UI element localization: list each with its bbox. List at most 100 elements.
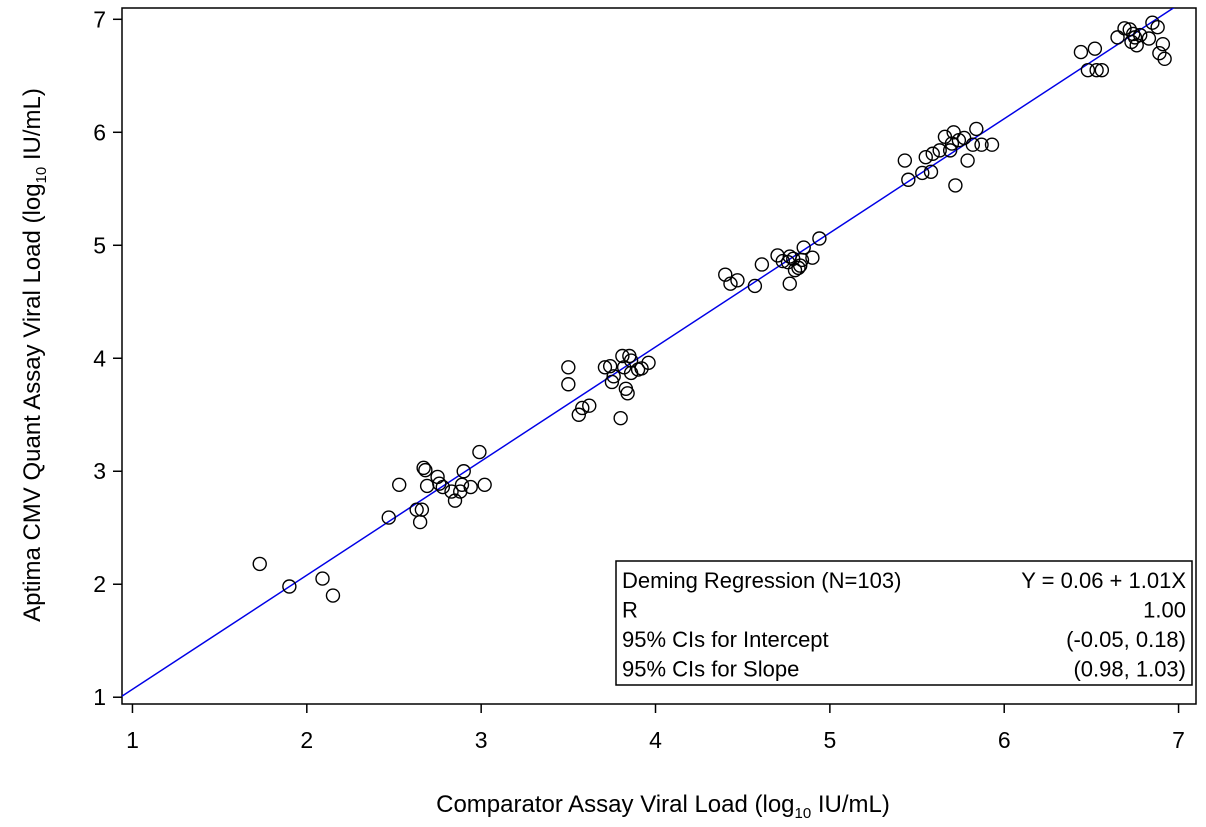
- data-point: [1073, 44, 1089, 60]
- y-tick-label: 5: [93, 232, 106, 258]
- data-point: [782, 276, 797, 291]
- data-point: [923, 164, 939, 180]
- x-tick-label: 7: [1172, 727, 1185, 753]
- data-point: [315, 571, 330, 586]
- stats-box-frame: [615, 560, 1193, 686]
- data-point: [620, 386, 635, 401]
- stats-row-value: 1.00: [1143, 598, 1186, 623]
- data-point: [381, 510, 396, 525]
- data-point: [571, 407, 586, 422]
- data-point: [414, 502, 430, 517]
- y-tick-label: 7: [93, 6, 106, 32]
- data-point: [575, 400, 590, 416]
- y-axis: 1 2 3 4 5 6 7: [93, 6, 122, 710]
- data-point: [960, 153, 975, 168]
- data-point: [965, 137, 981, 152]
- x-tick-label: 6: [998, 727, 1011, 753]
- data-point: [582, 398, 597, 413]
- y-axis-label: Aptima CMV Quant Assay Viral Load (log10…: [19, 88, 50, 622]
- data-point: [718, 267, 733, 282]
- data-point: [901, 172, 916, 187]
- data-point: [974, 137, 989, 152]
- x-tick-label: 3: [475, 727, 488, 753]
- stats-row-value: (-0.05, 0.18): [1066, 627, 1186, 652]
- data-point: [252, 556, 267, 572]
- data-point: [1141, 31, 1157, 46]
- data-point: [613, 410, 628, 426]
- data-points: [252, 15, 1172, 603]
- stats-box: Deming Regression (N=103) Y = 0.06 + 1.01…: [615, 560, 1193, 686]
- data-point: [932, 143, 947, 158]
- data-point: [615, 348, 630, 364]
- data-point: [1094, 62, 1110, 78]
- plot-frame: [121, 7, 1197, 705]
- stats-row-value: (0.98, 1.03): [1073, 657, 1186, 682]
- data-point: [1080, 62, 1096, 78]
- data-point: [463, 479, 478, 495]
- stats-row-label: Deming Regression (N=103): [622, 568, 901, 593]
- data-point: [925, 146, 940, 161]
- data-point: [948, 178, 963, 193]
- x-tick-label: 4: [649, 727, 662, 753]
- data-point: [447, 493, 463, 508]
- stats-row-value: Y = 0.06 + 1.01X: [1021, 568, 1186, 593]
- data-point: [915, 165, 930, 181]
- data-point: [1110, 30, 1125, 45]
- data-point: [984, 137, 1000, 152]
- data-point: [1145, 15, 1160, 30]
- regression-line: [122, 8, 1175, 697]
- data-point: [477, 477, 492, 493]
- data-point: [418, 462, 433, 478]
- data-point: [791, 260, 806, 276]
- y-tick-label: 6: [93, 119, 106, 145]
- stats-row-label: R: [622, 598, 638, 623]
- stats-row-label: 95% CIs for Intercept: [622, 627, 829, 652]
- data-point: [444, 484, 459, 499]
- data-point: [325, 588, 341, 603]
- x-tick-label: 2: [300, 727, 313, 753]
- data-point: [1133, 27, 1148, 43]
- data-point: [754, 257, 770, 272]
- data-point: [942, 143, 958, 158]
- data-point: [1129, 38, 1144, 53]
- data-point: [796, 240, 811, 255]
- data-point: [597, 360, 613, 375]
- data-point: [956, 130, 972, 146]
- y-tick-label: 3: [93, 458, 106, 484]
- data-point: [454, 477, 470, 493]
- data-point: [561, 377, 576, 392]
- x-axis: 1 2 3 4 5 6 7: [126, 704, 1185, 753]
- data-point: [432, 476, 447, 491]
- data-point: [1087, 41, 1103, 56]
- data-point: [641, 355, 656, 370]
- data-point: [944, 136, 960, 151]
- data-point: [602, 358, 618, 374]
- data-point: [1089, 62, 1104, 78]
- data-point: [969, 121, 984, 137]
- data-point: [775, 253, 790, 269]
- data-point: [606, 369, 621, 384]
- y-tick-label: 2: [93, 571, 106, 597]
- data-point: [730, 273, 745, 288]
- data-point: [456, 464, 471, 479]
- x-tick-label: 1: [126, 727, 139, 753]
- y-tick-label: 1: [93, 684, 106, 710]
- data-point: [472, 444, 487, 460]
- data-point: [1150, 20, 1165, 35]
- data-point: [897, 153, 913, 168]
- data-point: [412, 514, 428, 530]
- data-point: [392, 477, 407, 493]
- data-point: [1155, 36, 1171, 52]
- y-tick-label: 4: [93, 345, 106, 371]
- data-point: [812, 231, 827, 246]
- data-point: [793, 258, 808, 273]
- data-point: [419, 478, 435, 494]
- x-tick-label: 5: [823, 727, 836, 753]
- data-point: [1157, 51, 1172, 67]
- stats-row-label: 95% CIs for Slope: [622, 657, 799, 682]
- data-point: [435, 479, 451, 495]
- data-point: [416, 460, 431, 476]
- data-point: [282, 579, 297, 594]
- data-point: [561, 360, 576, 375]
